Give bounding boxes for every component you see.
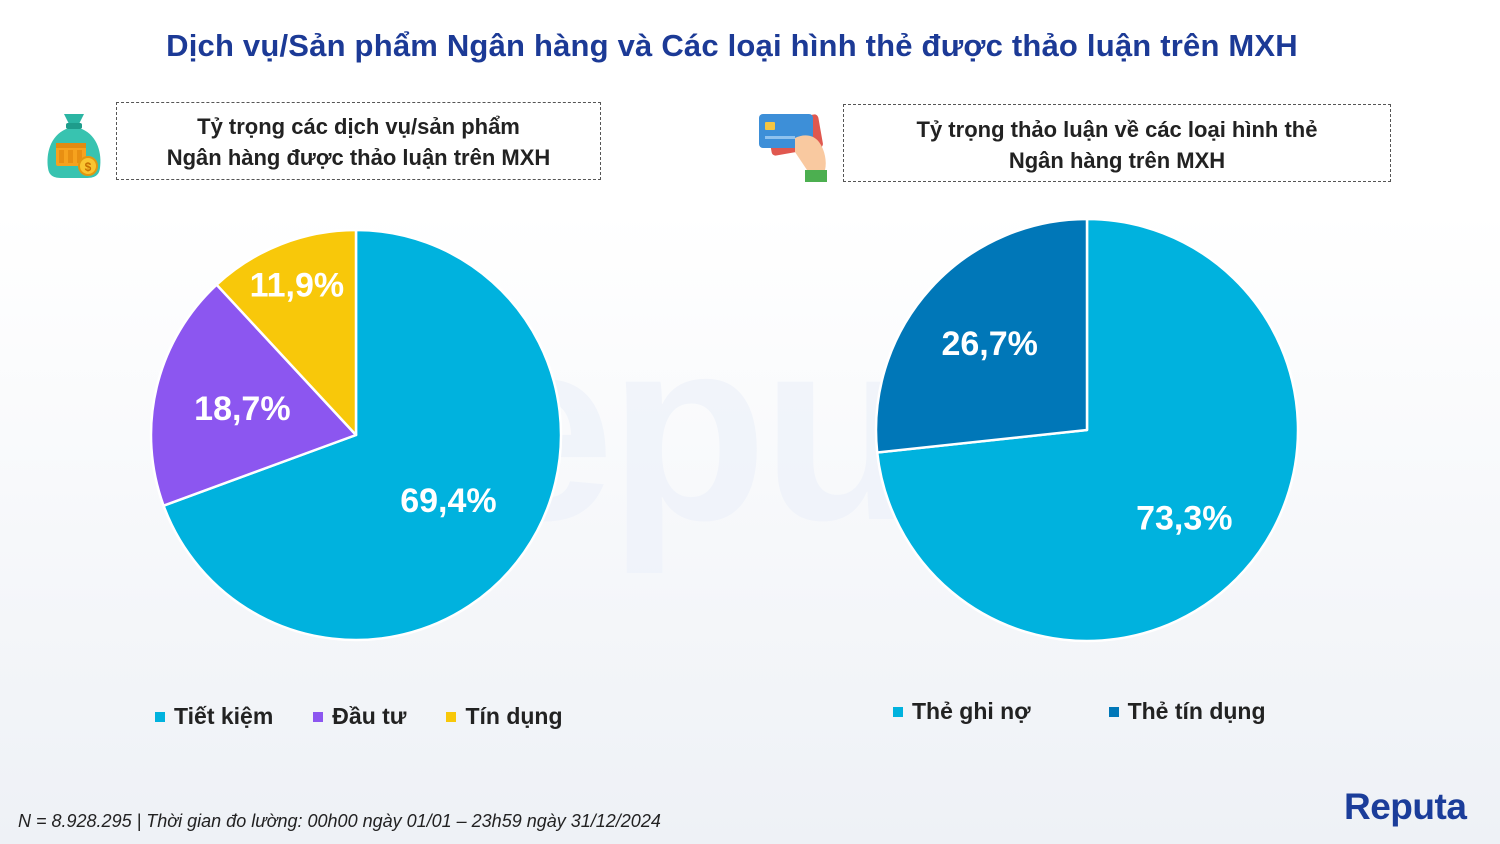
data-label-tiet-kiem: 69,4% xyxy=(400,482,496,520)
right-heading-line2: Ngân hàng trên MXH xyxy=(1008,148,1226,173)
credit-card-hand-icon xyxy=(755,108,831,182)
legend-swatch xyxy=(893,706,903,717)
legend-label: Thẻ ghi nợ xyxy=(912,698,1031,724)
legend-label: Tín dụng xyxy=(465,703,563,729)
legend-item-the-ghi-no: Thẻ ghi nợ xyxy=(893,698,1031,725)
legend-item-dau-tu: Đầu tư xyxy=(313,703,406,730)
money-bag-icon: $ xyxy=(44,110,104,182)
data-label-dau-tu: 18,7% xyxy=(194,390,290,428)
data-label-the-ghi-no: 73,3% xyxy=(1136,500,1232,538)
pie-slice-tin-dung xyxy=(215,228,358,437)
legend-item-the-tin-dung: Thẻ tín dụng xyxy=(1108,698,1266,725)
legend-swatch xyxy=(313,711,324,722)
data-label-the-tin-dung: 26,7% xyxy=(941,325,1037,363)
right-chart-heading: Tỷ trọng thảo luận về các loại hình thẻ … xyxy=(843,104,1391,182)
legend-item-tin-dung: Tín dụng xyxy=(446,703,563,730)
left-heading-line1: Tỷ trọng các dịch vụ/sản phẩm xyxy=(197,114,520,139)
brand-logo: Reputa xyxy=(1344,786,1467,827)
legend-banking-services: Tiết kiệm Đầu tư Tín dụng xyxy=(155,703,603,730)
legend-label: Đầu tư xyxy=(332,703,407,729)
legend-swatch xyxy=(1108,706,1119,717)
legend-swatch xyxy=(446,711,457,722)
pie-chart-card-types: 73,3% 26,7% xyxy=(866,208,1306,648)
left-heading-line2: Ngân hàng được thảo luận trên MXH xyxy=(166,145,551,170)
pie-slice-the-tin-dung xyxy=(874,217,1089,454)
legend-label: Tiết kiệm xyxy=(174,703,274,729)
legend-item-tiet-kiem: Tiết kiệm xyxy=(155,703,273,730)
legend-label: Thẻ tín dụng xyxy=(1127,698,1266,724)
data-label-tin-dung: 11,9% xyxy=(250,266,345,304)
legend-card-types: Thẻ ghi nợ Thẻ tín dụng xyxy=(893,698,1344,725)
pie-chart-banking-services: 69,4% 18,7% 11,9% xyxy=(140,220,570,650)
right-heading-line1: Tỷ trọng thảo luận về các loại hình thẻ xyxy=(916,117,1318,142)
left-chart-heading: Tỷ trọng các dịch vụ/sản phẩm Ngân hàng … xyxy=(116,102,601,180)
page-title: Dịch vụ/Sản phẩm Ngân hàng và Các loại h… xyxy=(166,28,1298,63)
legend-swatch xyxy=(155,711,165,722)
svg-text:$: $ xyxy=(85,160,92,174)
footer-note: N = 8.928.295 | Thời gian đo lường: 00h0… xyxy=(18,811,661,831)
pie-slice-dau-tu xyxy=(149,283,358,507)
pie-slice-tiet-kiem xyxy=(162,228,563,642)
